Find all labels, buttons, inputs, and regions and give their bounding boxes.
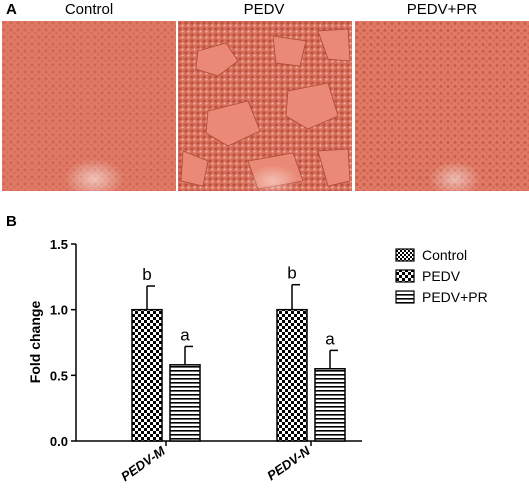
bar — [131, 308, 163, 442]
legend-swatch — [395, 269, 415, 283]
legend-swatch — [395, 248, 415, 262]
bar — [314, 368, 346, 442]
legend-label: PEDV+PR — [422, 289, 488, 305]
micrograph-pedv — [178, 21, 352, 191]
micrograph-control — [2, 21, 176, 191]
x-tick-label: PEDV-M — [118, 442, 169, 484]
panel-b-label: B — [6, 213, 17, 230]
legend-label: PEDV — [422, 268, 461, 284]
significance-letter: b — [142, 265, 151, 284]
significance-letter: b — [287, 264, 296, 283]
image-title-pedv: PEDV — [243, 1, 285, 18]
bar-chart: 0.0 0.5 1.0 1.5 PEDV-M PEDV-N b a b a Control PED… — [27, 237, 488, 484]
legend-label: Control — [422, 247, 467, 263]
bar — [169, 364, 201, 442]
y-tick-label: 0.5 — [50, 368, 68, 383]
y-tick-label: 1.0 — [50, 303, 68, 318]
legend-swatch — [395, 290, 415, 304]
x-tick-label: PEDV-N — [264, 443, 313, 484]
significance-letter: a — [180, 325, 190, 344]
significance-letter: a — [325, 329, 335, 348]
image-title-pedv-pr: PEDV+PR — [406, 1, 478, 18]
y-tick-label: 1.5 — [50, 237, 68, 252]
panel-a-label: A — [6, 1, 17, 18]
y-tick-label: 0.0 — [50, 434, 68, 449]
bar — [276, 308, 308, 442]
image-title-control: Control — [64, 1, 114, 18]
y-axis-label: Fold change — [27, 301, 43, 384]
micrograph-pedv-pr — [355, 21, 529, 191]
